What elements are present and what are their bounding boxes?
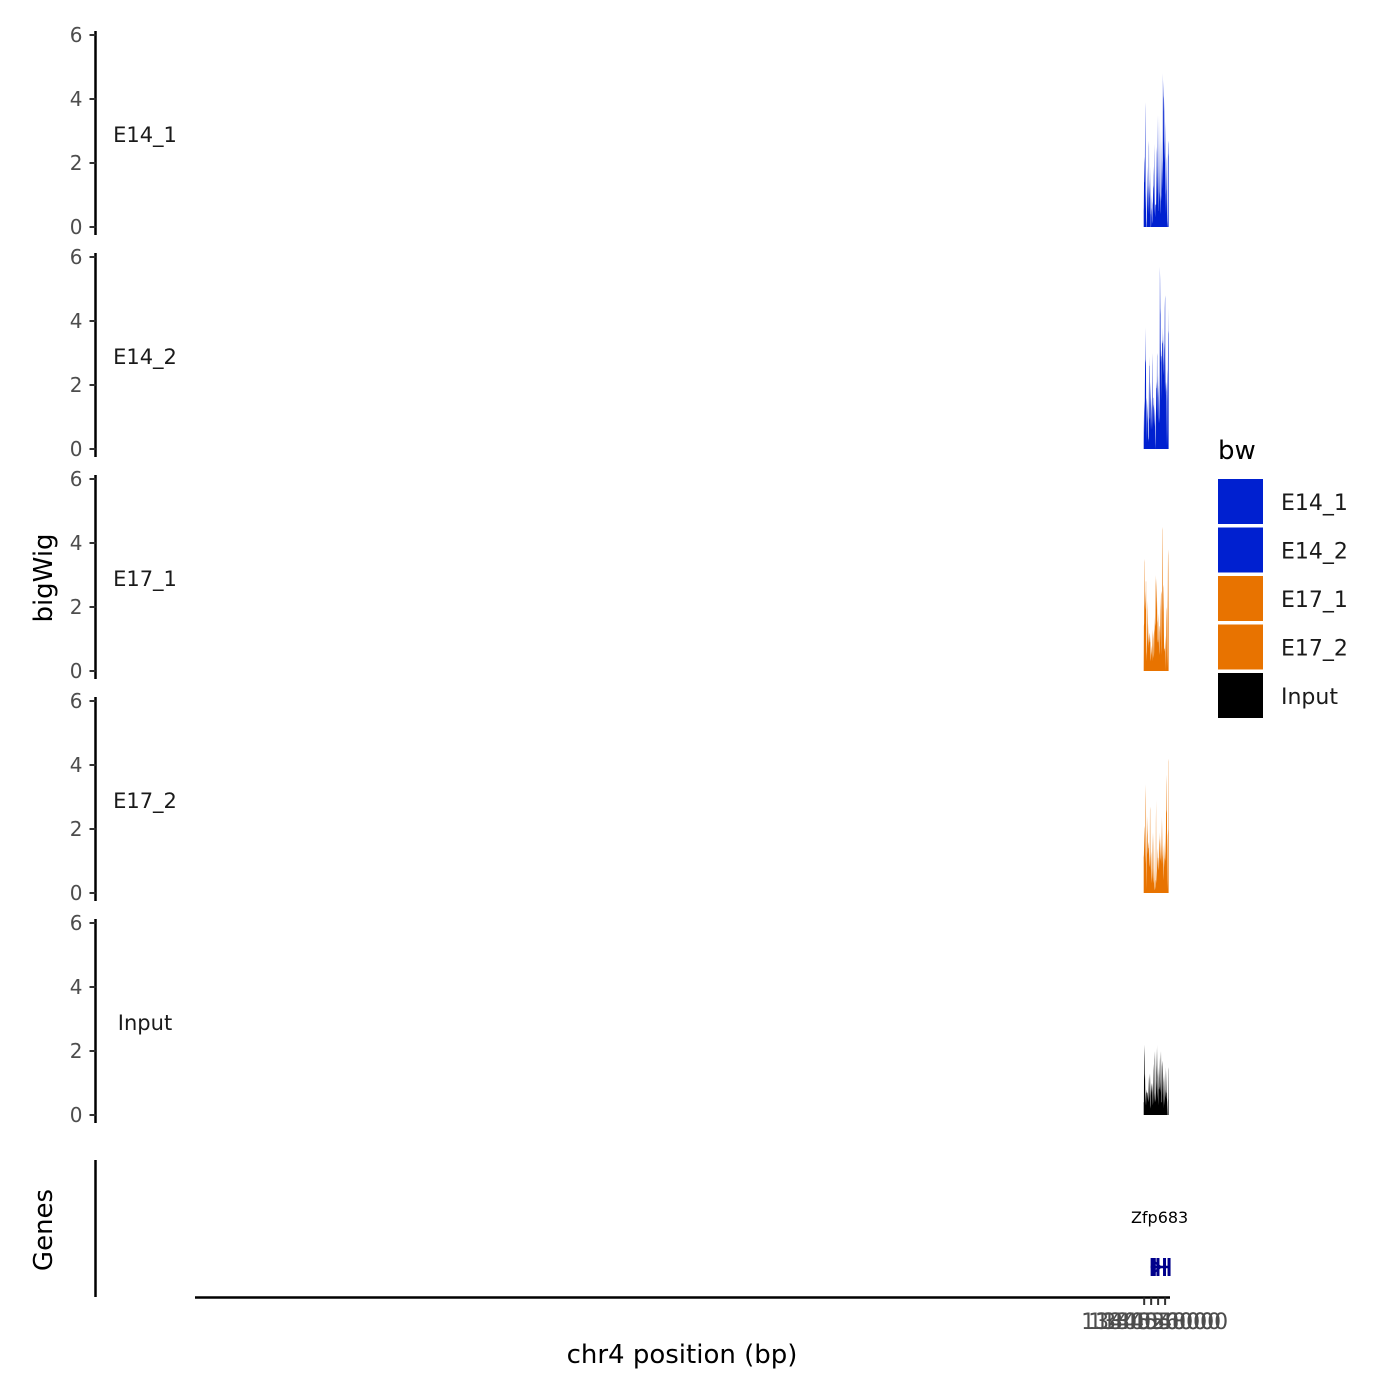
x-tick-label: 134054000: [1088, 1310, 1214, 1335]
legend-swatch-E14_1: [1218, 479, 1263, 524]
y-tick-label: 2: [70, 151, 83, 175]
track-label-E14_2: E14_2: [113, 345, 177, 370]
legend-title: bw: [1218, 436, 1256, 466]
legend-label-E17_2: E17_2: [1281, 637, 1348, 662]
y-tick-label: 2: [70, 373, 83, 397]
coverage-area-E14_2: [1143, 266, 1169, 449]
legend-label-Input: Input: [1281, 685, 1338, 710]
x-axis-title: chr4 position (bp): [567, 1340, 798, 1370]
y-tick-label: 6: [70, 245, 83, 269]
y-tick-label: 4: [70, 87, 83, 111]
y-tick-label: 0: [70, 1103, 83, 1127]
legend-swatch-E14_2: [1218, 527, 1263, 573]
track-panel-Input: 0 2 4 6 Input: [70, 911, 1169, 1127]
y-tick-label: 4: [70, 753, 83, 777]
y-tick-label: 2: [70, 817, 83, 841]
y-tick-label: 4: [70, 531, 83, 555]
gene-label: Zfp683: [1131, 1208, 1188, 1227]
legend-items: E14_1 E14_2 E17_1 E17_2 Input: [1218, 479, 1348, 718]
legend: bw E14_1 E14_2 E17_1 E17_2 Input: [1218, 436, 1348, 718]
y-tick-label: 6: [70, 467, 83, 491]
y-axis-title: bigWig: [29, 533, 59, 622]
coverage-area-Input: [1143, 1044, 1169, 1115]
legend-swatch-Input: [1218, 673, 1263, 718]
y-tick-label: 6: [70, 911, 83, 935]
y-tick-label: 0: [70, 437, 83, 461]
gene-exon: [1150, 1258, 1154, 1276]
track-label-E17_2: E17_2: [113, 789, 177, 814]
legend-label-E14_2: E14_2: [1281, 540, 1348, 565]
coverage-area-E14_1: [1143, 73, 1169, 228]
legend-label-E17_1: E17_1: [1281, 588, 1348, 613]
y-tick-label: 4: [70, 309, 83, 333]
gene-exon: [1152, 1258, 1156, 1276]
track-panel-E14_2: 0 2 4 6 E14_2: [70, 245, 1169, 461]
y-tick-label: 2: [70, 1039, 83, 1063]
x-tick-label: 134052000: [1081, 1310, 1207, 1335]
y-tick-label: 6: [70, 23, 83, 47]
legend-swatch-E17_2: [1218, 624, 1263, 670]
track-label-E14_1: E14_1: [113, 123, 177, 148]
y-tick-label: 6: [70, 689, 83, 713]
y-tick-label: 0: [70, 215, 83, 239]
coverage-area-E17_2: [1143, 758, 1169, 893]
coverage-area-E17_1: [1143, 527, 1169, 671]
track-panels: 0 2 4 6 E14_1 0 2 4 6 E14_2 0 2 4 6 E17_1 0 2 4 6 E17_2 0 2 4 6…: [70, 23, 1169, 1127]
gene-exon: [1156, 1258, 1160, 1276]
y-tick-label: 4: [70, 975, 83, 999]
y-tick-label: 0: [70, 659, 83, 683]
y-tick-label: 2: [70, 595, 83, 619]
track-label-E17_1: E17_1: [113, 567, 177, 592]
track-panel-E14_1: 0 2 4 6 E14_1: [70, 23, 1169, 239]
legend-swatch-E17_1: [1218, 576, 1263, 621]
y-tick-label: 0: [70, 881, 83, 905]
x-tick-label: 134058000: [1102, 1310, 1228, 1335]
track-panel-E17_1: 0 2 4 6 E17_1: [70, 467, 1169, 683]
track-panel-E17_2: 0 2 4 6 E17_2: [70, 689, 1169, 905]
genes-y-axis-title: Genes: [29, 1189, 59, 1271]
gene-exon: [1163, 1258, 1167, 1276]
x-tick-label: 134056000: [1095, 1310, 1221, 1335]
gene-exon: [1167, 1258, 1171, 1276]
track-label-Input: Input: [118, 1011, 172, 1035]
gene-model: [1150, 1258, 1171, 1276]
legend-label-E14_1: E14_1: [1281, 491, 1348, 516]
gene-track-panel: Genes Zfp683: [29, 1160, 1188, 1297]
